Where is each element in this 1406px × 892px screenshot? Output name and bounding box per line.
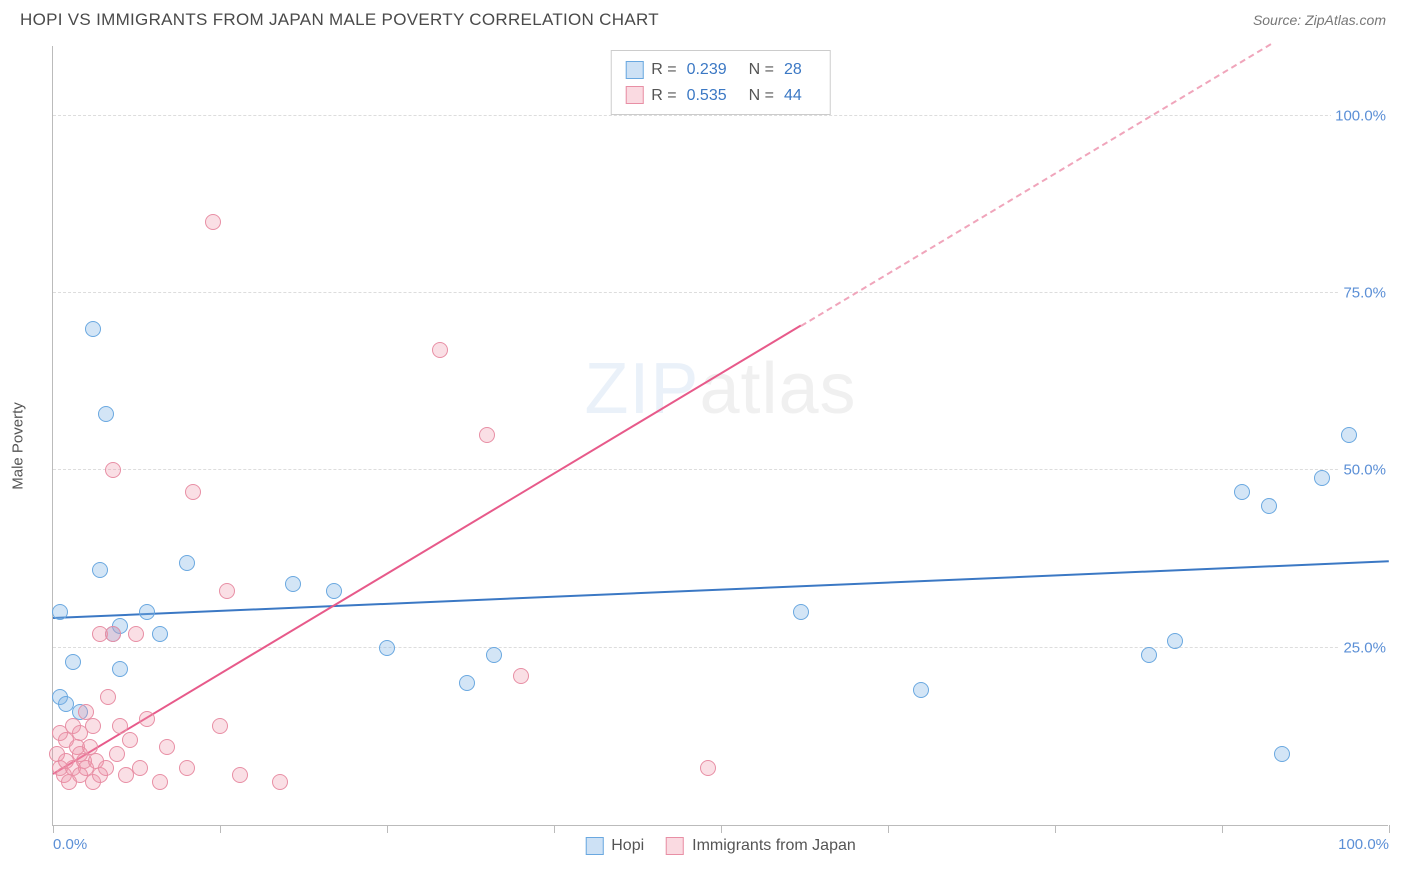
trend-line	[801, 43, 1272, 326]
data-point	[179, 760, 195, 776]
data-point	[479, 427, 495, 443]
x-tick	[721, 825, 722, 833]
y-axis-label: Male Poverty	[10, 402, 27, 490]
data-point	[100, 689, 116, 705]
data-point	[139, 604, 155, 620]
data-point	[1274, 746, 1290, 762]
gridline	[53, 292, 1388, 293]
x-tick	[220, 825, 221, 833]
x-tick-label: 0.0%	[53, 836, 87, 853]
x-tick	[888, 825, 889, 833]
legend-swatch-icon	[625, 61, 643, 79]
legend-stats: R = 0.239 N = 28 R = 0.535 N = 44	[610, 50, 831, 115]
legend-swatch-icon	[585, 837, 603, 855]
y-tick-label: 100.0%	[1331, 107, 1390, 124]
data-point	[459, 675, 475, 691]
data-point	[1261, 498, 1277, 514]
data-point	[52, 604, 68, 620]
data-point	[185, 484, 201, 500]
data-point	[85, 321, 101, 337]
data-point	[1234, 484, 1250, 500]
data-point	[272, 774, 288, 790]
data-point	[109, 746, 125, 762]
data-point	[112, 718, 128, 734]
data-point	[139, 711, 155, 727]
data-point	[179, 555, 195, 571]
data-point	[1141, 647, 1157, 663]
data-point	[122, 732, 138, 748]
y-tick-label: 25.0%	[1339, 639, 1390, 656]
data-point	[379, 640, 395, 656]
data-point	[105, 626, 121, 642]
data-point	[700, 760, 716, 776]
data-point	[1314, 470, 1330, 486]
watermark: ZIPatlas	[584, 348, 856, 430]
gridline	[53, 647, 1388, 648]
data-point	[1341, 427, 1357, 443]
data-point	[98, 406, 114, 422]
trend-line	[52, 325, 801, 775]
data-point	[212, 718, 228, 734]
chart-source: Source: ZipAtlas.com	[1253, 12, 1386, 28]
data-point	[92, 562, 108, 578]
data-point	[112, 661, 128, 677]
data-point	[513, 668, 529, 684]
legend-series: Hopi Immigrants from Japan	[585, 837, 856, 855]
y-tick-label: 75.0%	[1339, 285, 1390, 302]
x-tick	[1055, 825, 1056, 833]
legend-swatch-icon	[666, 837, 684, 855]
data-point	[432, 342, 448, 358]
chart-header: HOPI VS IMMIGRANTS FROM JAPAN MALE POVER…	[0, 0, 1406, 36]
data-point	[486, 647, 502, 663]
legend-row: R = 0.239 N = 28	[625, 57, 816, 83]
legend-swatch-icon	[625, 86, 643, 104]
x-tick	[387, 825, 388, 833]
gridline	[53, 115, 1388, 116]
x-tick	[53, 825, 54, 833]
x-tick	[554, 825, 555, 833]
data-point	[913, 682, 929, 698]
data-point	[132, 760, 148, 776]
x-tick-label: 100.0%	[1338, 836, 1389, 853]
data-point	[98, 760, 114, 776]
chart-title: HOPI VS IMMIGRANTS FROM JAPAN MALE POVER…	[20, 10, 659, 30]
legend-row: R = 0.535 N = 44	[625, 83, 816, 109]
scatter-chart: ZIPatlas R = 0.239 N = 28 R = 0.535 N = …	[52, 46, 1388, 826]
gridline	[53, 469, 1388, 470]
y-tick-label: 50.0%	[1339, 462, 1390, 479]
data-point	[793, 604, 809, 620]
legend-item: Immigrants from Japan	[666, 837, 856, 855]
data-point	[1167, 633, 1183, 649]
data-point	[232, 767, 248, 783]
x-tick	[1389, 825, 1390, 833]
data-point	[219, 583, 235, 599]
data-point	[128, 626, 144, 642]
legend-item: Hopi	[585, 837, 644, 855]
data-point	[326, 583, 342, 599]
data-point	[105, 462, 121, 478]
data-point	[65, 654, 81, 670]
data-point	[205, 214, 221, 230]
data-point	[285, 576, 301, 592]
data-point	[152, 626, 168, 642]
trend-line	[53, 561, 1389, 620]
data-point	[152, 774, 168, 790]
data-point	[159, 739, 175, 755]
data-point	[85, 718, 101, 734]
x-tick	[1222, 825, 1223, 833]
